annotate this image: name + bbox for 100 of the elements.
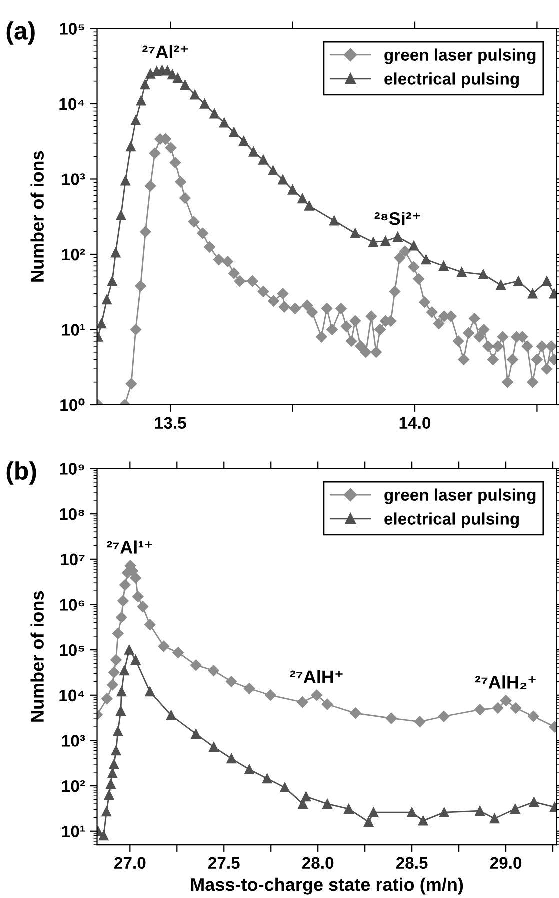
y-tick-label: 10³	[62, 735, 86, 747]
point	[116, 706, 126, 716]
point	[528, 711, 540, 722]
point	[322, 698, 334, 710]
legend-label: electrical pulsing	[384, 72, 519, 88]
point	[102, 806, 112, 817]
point	[107, 679, 118, 691]
point	[368, 808, 379, 818]
point	[438, 711, 450, 722]
y-tick-label: 10⁴	[60, 98, 85, 110]
point	[421, 254, 432, 265]
point	[111, 746, 122, 756]
y-tick-label: 10¹	[62, 826, 85, 838]
point	[490, 814, 500, 824]
point	[102, 693, 113, 705]
x-tick-label: 13.5	[155, 417, 186, 430]
point	[124, 645, 134, 655]
annotation: ²⁷Al²⁺	[142, 45, 188, 58]
point	[438, 261, 449, 272]
point	[200, 99, 210, 109]
point	[118, 596, 129, 607]
point	[120, 580, 131, 591]
point	[364, 817, 374, 827]
point	[304, 201, 314, 211]
point	[130, 572, 142, 584]
y-axis-title: Number of ions	[30, 151, 44, 282]
point	[140, 80, 150, 90]
point	[288, 185, 298, 195]
point	[144, 619, 156, 630]
point	[102, 294, 112, 305]
x-axis-title: Mass-to-charge state ratio (m/n)	[191, 878, 464, 895]
point	[368, 237, 378, 248]
point	[528, 288, 538, 299]
point	[180, 80, 190, 90]
point	[514, 276, 524, 286]
legend-label: green laser pulsing	[384, 488, 536, 504]
point	[131, 116, 141, 126]
point	[311, 690, 323, 701]
point	[106, 779, 116, 790]
point	[244, 683, 256, 694]
point	[386, 712, 397, 724]
point	[220, 118, 230, 128]
point	[418, 816, 428, 826]
point	[190, 90, 200, 100]
point	[457, 267, 467, 278]
point	[350, 708, 362, 720]
x-tick-label: 28.5	[396, 857, 428, 870]
annotation: ²⁸Si²⁺	[374, 212, 420, 226]
point	[116, 210, 126, 220]
point	[244, 764, 254, 775]
y-tick-label: 10⁷	[61, 554, 85, 566]
point	[120, 176, 130, 186]
point	[226, 754, 236, 764]
point	[110, 248, 121, 258]
point	[297, 696, 308, 708]
y-tick-label: 10²	[62, 780, 86, 792]
point	[190, 660, 202, 671]
point	[97, 318, 107, 329]
point	[191, 729, 201, 739]
point	[500, 695, 512, 706]
point	[492, 702, 504, 714]
point	[350, 228, 360, 238]
annotation: ²⁷Al¹⁺	[107, 540, 152, 554]
point	[510, 702, 522, 714]
x-tick-label: 28.0	[302, 857, 334, 870]
point	[474, 704, 486, 716]
point	[130, 655, 141, 665]
point	[112, 628, 124, 640]
point	[209, 742, 219, 752]
point	[210, 108, 220, 119]
y-tick-label: 10⁶	[60, 599, 84, 611]
point	[145, 686, 155, 697]
legend-label: electrical pulsing	[384, 512, 519, 528]
point	[496, 280, 506, 290]
y-tick-label: 10⁹	[60, 463, 84, 475]
chart-title: (a)	[6, 22, 35, 45]
point	[229, 127, 239, 138]
point	[542, 276, 552, 286]
point	[301, 792, 312, 802]
point	[108, 768, 118, 778]
y-tick-label: 10⁸	[60, 508, 84, 520]
point	[116, 612, 128, 624]
point	[226, 676, 238, 688]
point	[168, 70, 178, 80]
point	[126, 142, 136, 152]
y-tick-label: 10¹	[62, 324, 85, 336]
y-axis-title: Number of ions	[30, 591, 44, 722]
y-tick-label: 10²	[62, 248, 86, 261]
point	[248, 147, 259, 157]
point	[109, 760, 120, 770]
point	[166, 710, 176, 720]
point	[98, 830, 109, 841]
point	[132, 591, 144, 602]
point	[268, 166, 278, 176]
point	[173, 73, 183, 84]
y-tick-label: 10⁵	[60, 644, 84, 656]
point	[322, 799, 332, 809]
legend-label: green laser pulsing	[384, 48, 536, 64]
point	[510, 804, 520, 814]
point	[137, 601, 149, 612]
